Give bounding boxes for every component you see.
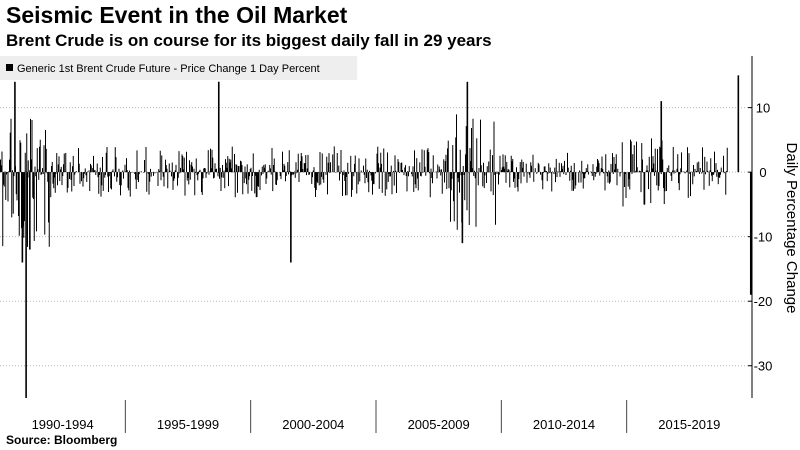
gridlines (0, 107, 752, 367)
x-category-label: 2000-2004 (282, 417, 344, 432)
chart-subtitle: Brent Crude is on course for its biggest… (6, 31, 492, 50)
y-tick-label: -20 (754, 294, 773, 309)
y-tick-label: 10 (756, 101, 770, 116)
y-axis-label: Daily Percentage Change (783, 143, 800, 314)
legend-label: Generic 1st Brent Crude Future - Price C… (17, 63, 320, 75)
x-category-label: 2005-2009 (408, 417, 470, 432)
data-bars (0, 75, 752, 398)
legend: Generic 1st Brent Crude Future - Price C… (0, 56, 357, 80)
x-category-label: 2015-2019 (658, 417, 720, 432)
y-tick-label: -30 (754, 359, 773, 374)
x-category-label: 1990-1994 (32, 417, 94, 432)
y-tick-label: 0 (759, 165, 766, 180)
legend-background (0, 56, 357, 80)
chart-title: Seismic Event in the Oil Market (6, 2, 348, 28)
x-category-label: 1995-1999 (157, 417, 219, 432)
x-category-label: 2010-2014 (533, 417, 595, 432)
axes: 10 0 -10 -20 -30 1990-1994 1995-1999 2000-2004 2… (32, 56, 773, 433)
y-tick-label: -10 (754, 230, 773, 245)
source-note: Source: Bloomberg (6, 433, 118, 447)
legend-swatch (6, 64, 13, 71)
